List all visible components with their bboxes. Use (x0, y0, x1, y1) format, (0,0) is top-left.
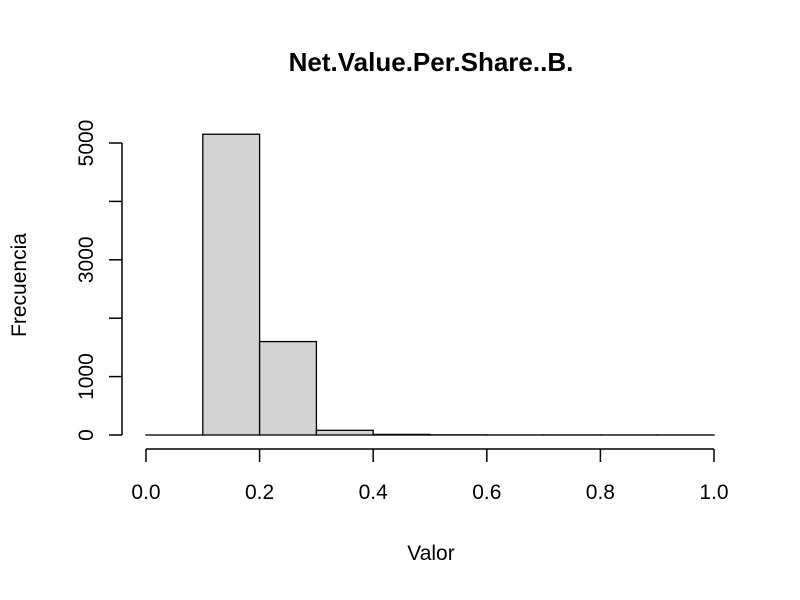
x-tick-label: 0.8 (586, 481, 615, 504)
x-axis-label: Valor (407, 542, 454, 565)
histogram-bar-4 (372, 433, 431, 436)
y-tick-label: 0 (75, 429, 98, 441)
x-tick-label: 0.4 (359, 481, 389, 504)
y-tick-label: 5000 (75, 120, 98, 167)
x-tick-label: 0.0 (131, 481, 160, 504)
histogram-bar-1 (202, 133, 261, 436)
y-axis: 0 1000 3000 5000 (75, 120, 123, 441)
x-tick-label: 0.6 (472, 481, 501, 504)
chart-title: Net.Value.Per.Share..B. (289, 47, 574, 77)
y-tick-label: 1000 (75, 353, 98, 400)
x-axis: 0.0 0.2 0.4 0.6 0.8 1.0 (131, 448, 729, 504)
y-tick-label: 3000 (75, 236, 98, 283)
histogram-bar-2 (258, 340, 318, 436)
x-tick-label: 0.2 (245, 481, 274, 504)
bars-group (145, 133, 715, 436)
y-axis-label: Frecuencia (8, 233, 31, 337)
x-tick-label: 1.0 (699, 481, 728, 504)
histogram-bar-3 (315, 429, 374, 436)
